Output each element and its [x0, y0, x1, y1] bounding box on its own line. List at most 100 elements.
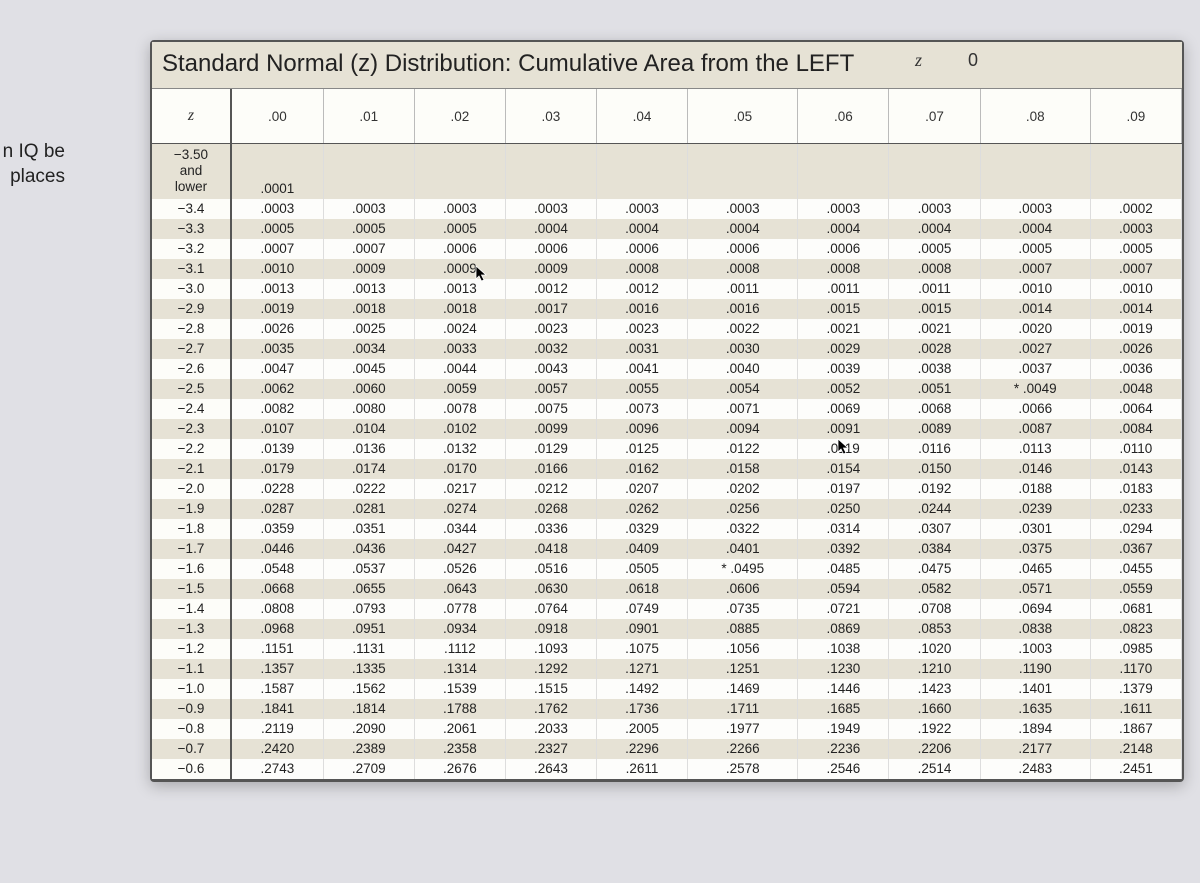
table-cell: .0024	[414, 319, 505, 339]
table-cell: .0329	[597, 519, 688, 539]
table-cell: .0007	[323, 239, 414, 259]
table-cell: .0003	[505, 199, 596, 219]
table-cell	[688, 144, 798, 199]
table-cell: .0023	[597, 319, 688, 339]
table-cell: .0059	[414, 379, 505, 399]
row-label: −1.5	[152, 579, 231, 599]
table-cell: .0268	[505, 499, 596, 519]
table-cell: .0150	[889, 459, 980, 479]
table-row: −1.3.0968.0951.0934.0918.0901.0885.0869.…	[152, 619, 1182, 639]
table-cell: .0146	[980, 459, 1090, 479]
table-cell: .0005	[889, 239, 980, 259]
table-row: −2.8.0026.0025.0024.0023.0023.0022.0021.…	[152, 319, 1182, 339]
table-cell: .0681	[1090, 599, 1181, 619]
table-cell: .0202	[688, 479, 798, 499]
table-cell: .0025	[323, 319, 414, 339]
table-cell: .1841	[231, 699, 323, 719]
table-cell: .1335	[323, 659, 414, 679]
table-cell	[980, 144, 1090, 199]
table-cell: .0015	[798, 299, 889, 319]
table-cell: .0104	[323, 419, 414, 439]
table-cell: .0132	[414, 439, 505, 459]
table-cell: .1112	[414, 639, 505, 659]
table-body: −3.50andlower.0001−3.4.0003.0003.0003.00…	[152, 144, 1182, 780]
table-cell: .0951	[323, 619, 414, 639]
table-cell: .0446	[231, 539, 323, 559]
table-cell: .0022	[688, 319, 798, 339]
table-cell: .0418	[505, 539, 596, 559]
column-header: .05	[688, 89, 798, 144]
table-cell: .1469	[688, 679, 798, 699]
table-cell: .0006	[597, 239, 688, 259]
table-cell: .0052	[798, 379, 889, 399]
table-cell: .0808	[231, 599, 323, 619]
table-row: −0.6.2743.2709.2676.2643.2611.2578.2546.…	[152, 759, 1182, 780]
table-cell: .0041	[597, 359, 688, 379]
table-cell: .0301	[980, 519, 1090, 539]
table-cell: .2266	[688, 739, 798, 759]
table-row: −1.4.0808.0793.0778.0764.0749.0735.0721.…	[152, 599, 1182, 619]
table-cell: .0655	[323, 579, 414, 599]
table-cell: .0901	[597, 619, 688, 639]
table-cell: .0708	[889, 599, 980, 619]
table-cell: .0793	[323, 599, 414, 619]
table-row: −0.7.2420.2389.2358.2327.2296.2266.2236.…	[152, 739, 1182, 759]
table-row: −1.2.1151.1131.1112.1093.1075.1056.1038.…	[152, 639, 1182, 659]
table-cell: .0099	[505, 419, 596, 439]
table-cell: .0018	[323, 299, 414, 319]
table-cell: .1814	[323, 699, 414, 719]
table-cell: .0505	[597, 559, 688, 579]
table-cell: .0089	[889, 419, 980, 439]
table-cell: .0027	[980, 339, 1090, 359]
table-cell: .0051	[889, 379, 980, 399]
table-cell: .2420	[231, 739, 323, 759]
table-cell: .0110	[1090, 439, 1181, 459]
table-cell: .0465	[980, 559, 1090, 579]
table-cell: .1977	[688, 719, 798, 739]
table-cell	[414, 144, 505, 199]
table-cell: .0013	[414, 279, 505, 299]
table-cell: .0006	[798, 239, 889, 259]
table-cell: .0026	[231, 319, 323, 339]
table-cell: .0188	[980, 479, 1090, 499]
table-cell: .0019	[231, 299, 323, 319]
table-cell: .0091	[798, 419, 889, 439]
table-cell: .0015	[889, 299, 980, 319]
table-row: −0.9.1841.1814.1788.1762.1736.1711.1685.…	[152, 699, 1182, 719]
table-cell: .0222	[323, 479, 414, 499]
table-cell: .0029	[798, 339, 889, 359]
table-row: −2.4.0082.0080.0078.0075.0073.0071.0069.…	[152, 399, 1182, 419]
table-cell: .0217	[414, 479, 505, 499]
table-cell	[1090, 144, 1181, 199]
table-row: −2.2.0139.0136.0132.0129.0125.0122.0119.…	[152, 439, 1182, 459]
table-row: −3.0.0013.0013.0013.0012.0012.0011.0011.…	[152, 279, 1182, 299]
table-cell: .0764	[505, 599, 596, 619]
column-header: .09	[1090, 89, 1181, 144]
table-cell: .0019	[1090, 319, 1181, 339]
table-cell: .0838	[980, 619, 1090, 639]
row-label: −2.9	[152, 299, 231, 319]
table-cell: .2546	[798, 759, 889, 780]
table-cell: .0054	[688, 379, 798, 399]
table-cell: .0934	[414, 619, 505, 639]
row-label: −0.8	[152, 719, 231, 739]
table-cell: .1423	[889, 679, 980, 699]
table-cell: .0034	[323, 339, 414, 359]
table-cell: .0008	[889, 259, 980, 279]
table-cell: .0011	[889, 279, 980, 299]
table-cell: .0078	[414, 399, 505, 419]
table-cell: .0010	[1090, 279, 1181, 299]
table-cell: .0113	[980, 439, 1090, 459]
row-label: −3.1	[152, 259, 231, 279]
table-cell	[889, 144, 980, 199]
table-cell: .1093	[505, 639, 596, 659]
table-cell: .0012	[505, 279, 596, 299]
row-label: −1.7	[152, 539, 231, 559]
table-cell: .0003	[323, 199, 414, 219]
table-cell: .2743	[231, 759, 323, 780]
table-cell: .0594	[798, 579, 889, 599]
table-cell: .0005	[231, 219, 323, 239]
table-cell: .0004	[688, 219, 798, 239]
table-cell: .0179	[231, 459, 323, 479]
table-cell: .2578	[688, 759, 798, 780]
